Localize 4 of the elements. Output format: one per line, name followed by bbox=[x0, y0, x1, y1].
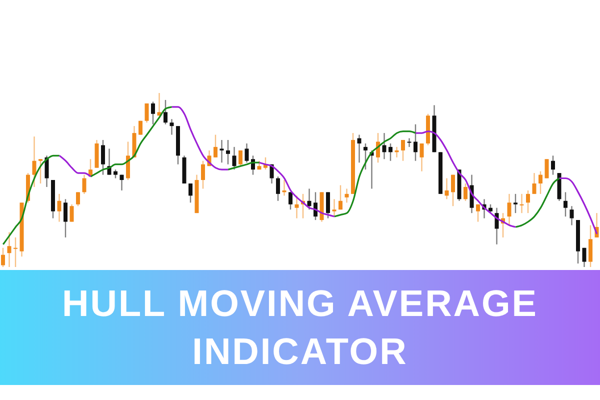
candlestick bbox=[544, 158, 549, 179]
text: HULL MOVING AVERAGE INDICATOR bbox=[61, 282, 539, 374]
candlestick bbox=[138, 120, 142, 136]
candlestick bbox=[407, 138, 412, 148]
